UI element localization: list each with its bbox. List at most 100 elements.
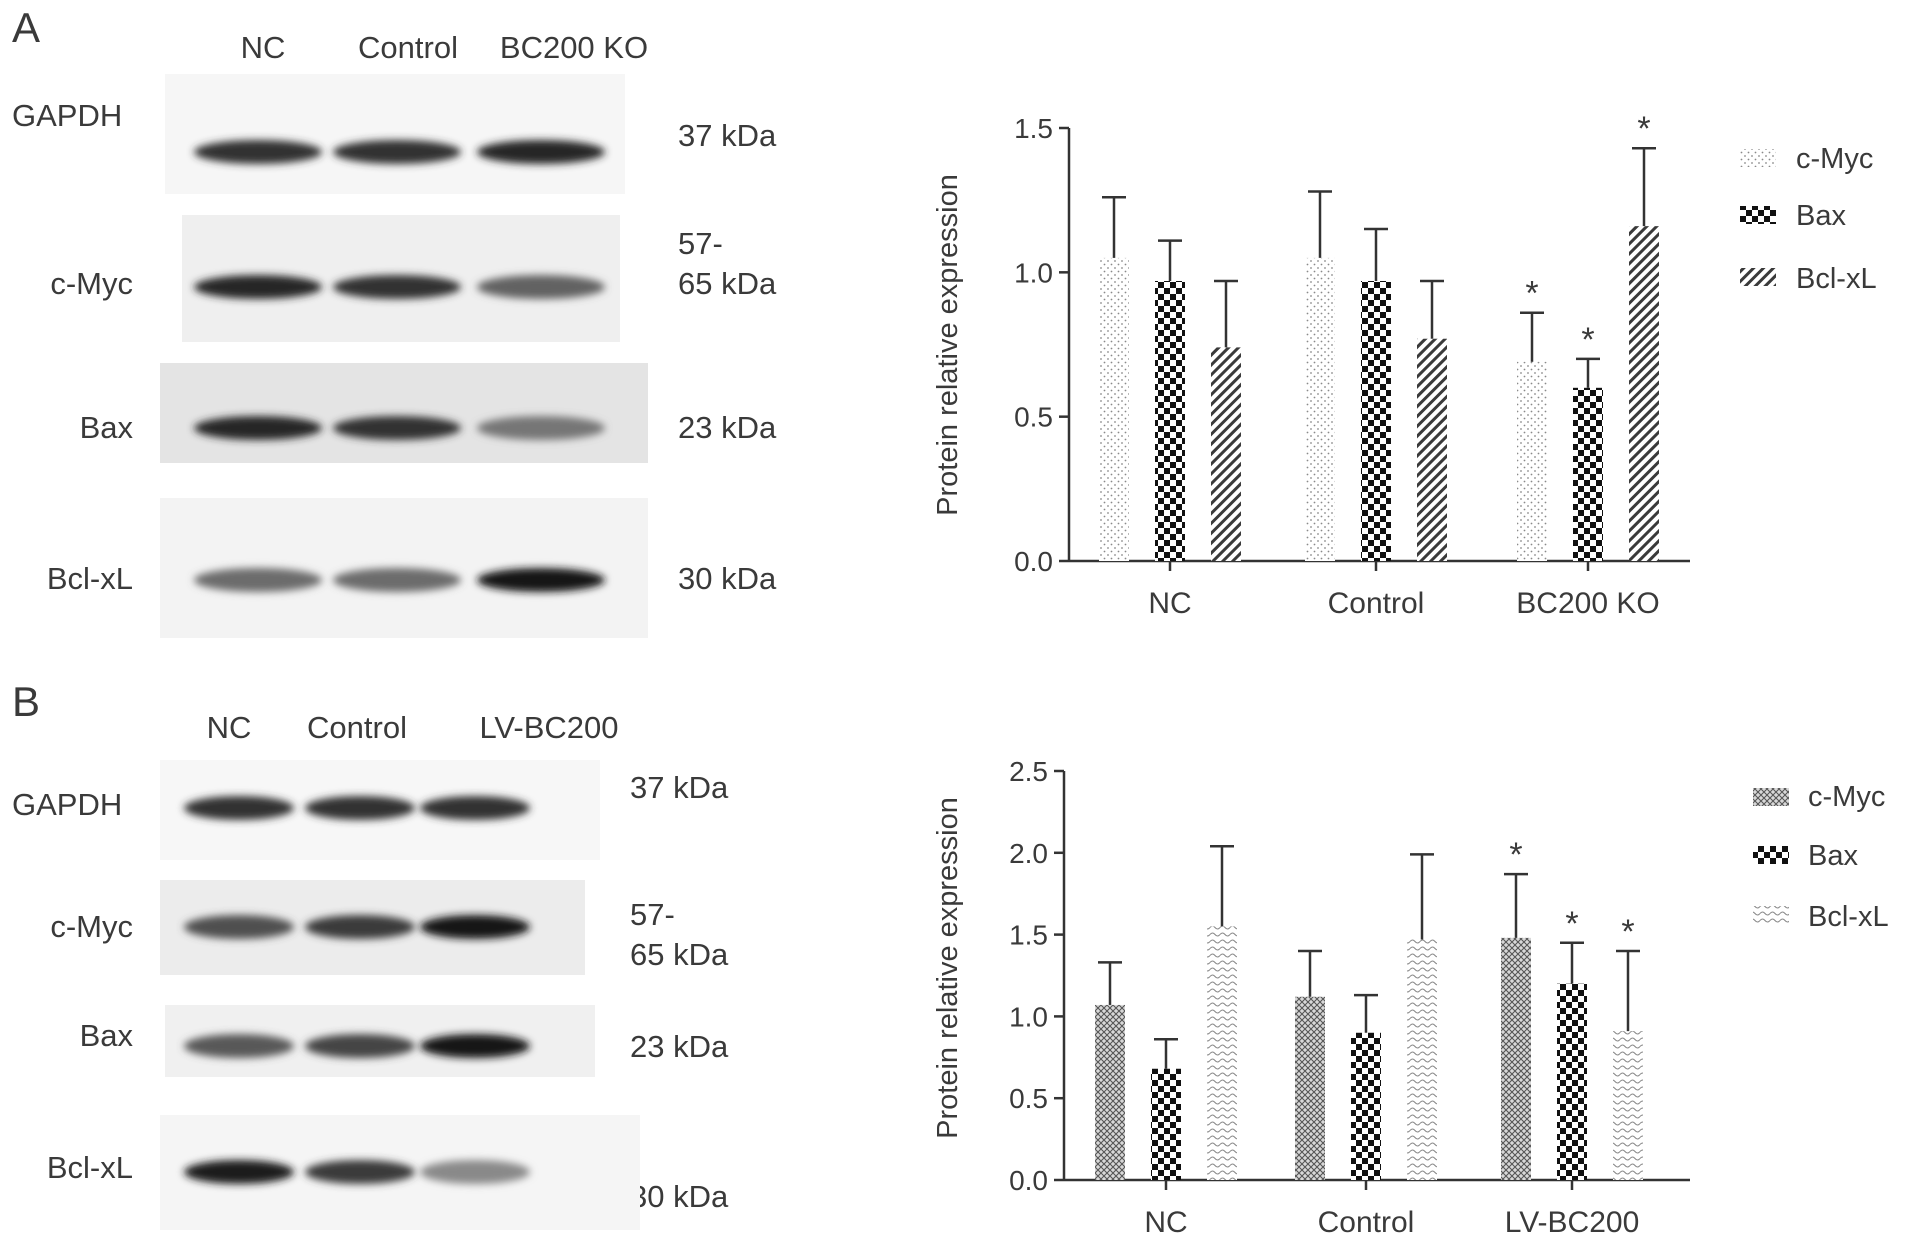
y-tick-label: 1.5 [1014, 113, 1053, 144]
significance-bax-bc200-ko: * [1581, 321, 1594, 359]
blot-b-kda-cmyc-1: 57- [630, 897, 675, 932]
bar-c-myc-nc [1095, 1004, 1125, 1180]
y-tick-label: 1.5 [1009, 920, 1048, 951]
bar-bcl-xl-nc [1207, 926, 1237, 1180]
chart-a-legend-swatch-bclxl [1740, 268, 1776, 286]
blot-a-membrane-gapdh [165, 74, 625, 194]
x-tick-label-bc200-ko: BC200 KO [1516, 587, 1659, 620]
chart-a-legend-swatch-bax [1740, 206, 1776, 224]
bar-bcl-xl-lv-bc200 [1613, 1031, 1643, 1180]
blot-a-row-gapdh-label: GAPDH [12, 98, 122, 133]
bar-bax-nc [1151, 1068, 1181, 1180]
blot-a-kda-cmyc-1: 57- [678, 226, 723, 261]
blot-a-membrane-bax [160, 363, 648, 463]
y-tick-label: 2.5 [1009, 756, 1048, 787]
blot-b: NC Control LV-BC200 GAPDH c-Myc Bax Bcl-… [12, 710, 729, 1230]
chart-b-legend-swatch-cmyc [1753, 788, 1789, 806]
blot-a-kda-cmyc-2: 65 kDa [678, 266, 777, 301]
bar-bcl-xl-control [1407, 939, 1437, 1180]
chart-b-legend-swatch-bclxl [1753, 906, 1789, 924]
band-bcl-xl-nc [194, 568, 322, 592]
blot-a-lane-control: Control [358, 30, 458, 65]
band-gapdh-lv-bc200 [420, 796, 530, 820]
panel-label-a: A [12, 4, 40, 51]
band-bcl-xl-nc [184, 1160, 294, 1184]
band-c-myc-control [305, 915, 415, 939]
x-tick-label-nc: NC [1144, 1206, 1187, 1239]
blot-b-kda-bclxl: 30 kDa [630, 1179, 729, 1214]
blot-b-lane-nc: NC [207, 710, 252, 745]
chart-b-legend-bax: Bax [1808, 840, 1858, 872]
chart-b-legend-swatch-bax [1753, 846, 1789, 864]
x-tick-label-control: Control [1318, 1206, 1415, 1239]
bar-c-myc-control [1305, 257, 1335, 561]
y-tick-label: 1.0 [1009, 1001, 1048, 1032]
blot-b-kda-bax: 23 kDa [630, 1029, 729, 1064]
band-gapdh-nc [184, 796, 294, 820]
significance-bcl-xl-bc200-ko: * [1637, 110, 1650, 148]
chart-a-ylabel: Protein relative expression [932, 174, 964, 516]
blot-b-row-bclxl-label: Bcl-xL [47, 1150, 133, 1185]
y-tick-label: 0.5 [1014, 402, 1053, 433]
blot-b-lane-lvbc200: LV-BC200 [479, 710, 618, 745]
bar-c-myc-control [1295, 996, 1325, 1180]
bar-c-myc-lv-bc200 [1501, 937, 1531, 1180]
band-c-myc-nc [184, 915, 294, 939]
x-tick-label-nc: NC [1148, 587, 1191, 620]
band-bax-lv-bc200 [420, 1034, 530, 1058]
chart-a-legend-swatch-cmyc [1740, 149, 1776, 167]
bar-bax-bc200-ko [1573, 387, 1603, 561]
band-bcl-xl-control [333, 568, 461, 592]
bar-bax-lv-bc200 [1557, 983, 1587, 1180]
blot-b-row-bax-label: Bax [80, 1018, 134, 1053]
band-bax-nc [184, 1034, 294, 1058]
band-bcl-xl-control [305, 1160, 415, 1184]
bar-c-myc-bc200-ko [1517, 361, 1547, 561]
y-tick-label: 2.0 [1009, 838, 1048, 869]
band-bax-nc [194, 416, 322, 440]
blot-a-row-bclxl-label: Bcl-xL [47, 561, 133, 596]
blot-b-lane-control: Control [307, 710, 407, 745]
chart-a-legend-bclxl: Bcl-xL [1796, 263, 1877, 295]
chart-b-legend-cmyc: c-Myc [1808, 781, 1885, 813]
blot-b-row-gapdh-label: GAPDH [12, 787, 122, 822]
significance-bax-lv-bc200: * [1565, 905, 1578, 943]
bar-bax-control [1361, 280, 1391, 561]
bar-bax-control [1351, 1032, 1381, 1180]
chart-b-ylabel: Protein relative expression [932, 797, 964, 1139]
chart-b-legend-bclxl: Bcl-xL [1808, 901, 1889, 933]
chart-a-legend: c-Myc Bax Bcl-xL [1740, 143, 1877, 295]
blot-b-kda-cmyc-2: 65 kDa [630, 937, 729, 972]
blot-a-lane-bc200ko: BC200 KO [500, 30, 648, 65]
band-c-myc-bc200-ko [477, 275, 605, 299]
blot-a-kda-bclxl: 30 kDa [678, 561, 777, 596]
x-tick-label-lv-bc200: LV-BC200 [1505, 1206, 1640, 1239]
band-bcl-xl-bc200-ko [477, 568, 605, 592]
bar-c-myc-nc [1099, 257, 1129, 561]
panel-label-b: B [12, 678, 40, 725]
band-gapdh-control [305, 796, 415, 820]
significance-c-myc-lv-bc200: * [1509, 836, 1522, 874]
chart-a-legend-bax: Bax [1796, 200, 1846, 232]
blot-a-kda-bax: 23 kDa [678, 410, 777, 445]
band-gapdh-nc [194, 140, 322, 164]
band-bcl-xl-lv-bc200 [420, 1160, 530, 1184]
chart-a-legend-cmyc: c-Myc [1796, 143, 1873, 175]
bar-bcl-xl-bc200-ko [1629, 226, 1659, 561]
blot-a-lane-nc: NC [241, 30, 286, 65]
band-c-myc-control [333, 275, 461, 299]
y-tick-label: 1.0 [1014, 257, 1053, 288]
significance-c-myc-bc200-ko: * [1525, 275, 1538, 313]
bar-bcl-xl-nc [1211, 347, 1241, 561]
y-tick-label: 0.0 [1009, 1165, 1048, 1196]
y-tick-label: 0.5 [1009, 1083, 1048, 1114]
blot-a-row-bax-label: Bax [80, 410, 134, 445]
band-bax-control [305, 1034, 415, 1058]
bar-bcl-xl-control [1417, 338, 1447, 561]
blot-b-row-cmyc-label: c-Myc [50, 909, 133, 944]
blot-b-kda-gapdh: 37 kDa [630, 770, 729, 805]
blot-a-row-cmyc-label: c-Myc [50, 266, 133, 301]
band-bax-bc200-ko [477, 416, 605, 440]
x-tick-label-control: Control [1328, 587, 1425, 620]
